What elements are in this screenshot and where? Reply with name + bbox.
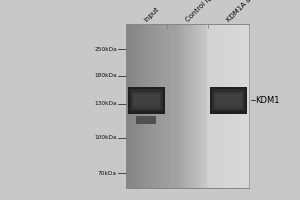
Bar	[134, 94, 160, 106]
Bar	[157, 24, 159, 188]
Bar	[136, 116, 156, 124]
Bar	[132, 92, 161, 109]
Text: KDM1A antibody: KDM1A antibody	[226, 0, 271, 23]
Bar	[155, 24, 157, 188]
Bar	[180, 24, 182, 188]
Bar	[200, 24, 202, 188]
Text: Control IgG: Control IgG	[184, 0, 217, 23]
Bar	[198, 24, 200, 188]
Bar	[158, 24, 160, 188]
Bar	[214, 24, 216, 188]
Bar	[184, 24, 187, 188]
Bar	[130, 24, 133, 188]
Bar	[234, 24, 236, 188]
Bar	[237, 24, 239, 188]
Bar	[227, 24, 230, 188]
Bar	[189, 24, 191, 188]
Bar	[146, 24, 148, 188]
Bar	[161, 24, 164, 188]
Bar	[195, 24, 197, 188]
Bar	[204, 24, 207, 188]
Bar	[211, 24, 213, 188]
Bar	[152, 24, 154, 188]
Bar	[212, 89, 245, 111]
Bar	[182, 24, 184, 188]
Bar	[208, 24, 210, 188]
Bar	[130, 89, 163, 111]
Bar	[175, 24, 177, 188]
Bar	[132, 24, 134, 188]
Bar	[160, 24, 162, 188]
Text: 250kDa: 250kDa	[94, 47, 117, 52]
Bar	[240, 24, 242, 188]
Bar	[149, 24, 151, 188]
Bar	[177, 24, 179, 188]
Bar	[140, 24, 142, 188]
Bar	[151, 24, 153, 188]
Bar	[183, 24, 185, 188]
Bar	[137, 24, 139, 188]
Bar	[143, 24, 145, 188]
Bar	[224, 24, 226, 188]
Bar	[163, 24, 165, 188]
Bar	[238, 24, 240, 188]
Bar	[188, 24, 190, 188]
Bar	[129, 24, 131, 188]
Text: 100kDa: 100kDa	[94, 135, 117, 140]
Bar	[145, 24, 147, 188]
Bar	[215, 24, 217, 188]
Bar	[174, 24, 176, 188]
Bar	[126, 24, 249, 188]
Bar	[244, 24, 247, 188]
Bar	[169, 24, 171, 188]
Bar	[209, 24, 211, 188]
Text: 130kDa: 130kDa	[94, 101, 117, 106]
Bar	[167, 24, 170, 188]
Bar	[214, 92, 243, 109]
Text: 180kDa: 180kDa	[94, 73, 117, 78]
Bar	[128, 87, 165, 114]
Bar	[135, 24, 137, 188]
Bar	[220, 24, 222, 188]
Bar	[166, 24, 168, 188]
Bar	[203, 24, 205, 188]
Bar	[215, 94, 242, 106]
Text: Input: Input	[143, 6, 161, 23]
Bar	[248, 24, 250, 188]
Bar	[190, 24, 193, 188]
Bar	[221, 24, 224, 188]
Bar	[171, 24, 173, 188]
Text: KDM1: KDM1	[256, 96, 280, 105]
Bar	[141, 24, 143, 188]
Bar	[218, 24, 220, 188]
Bar	[217, 24, 219, 188]
Bar	[197, 24, 199, 188]
Bar	[235, 24, 237, 188]
Text: 70kDa: 70kDa	[98, 171, 117, 176]
Bar	[186, 24, 188, 188]
Bar	[154, 24, 156, 188]
Bar	[148, 24, 150, 188]
Bar	[206, 24, 208, 188]
Bar	[126, 24, 128, 188]
Bar	[194, 24, 196, 188]
Bar	[229, 24, 231, 188]
Bar	[134, 24, 136, 188]
Bar	[246, 24, 248, 188]
Bar	[201, 24, 203, 188]
Bar	[172, 24, 174, 188]
Bar	[210, 87, 247, 114]
Bar	[178, 24, 180, 188]
Bar	[232, 24, 234, 188]
Bar	[230, 24, 233, 188]
Bar	[192, 24, 194, 188]
Bar	[164, 24, 166, 188]
Bar	[138, 24, 140, 188]
Bar	[223, 24, 225, 188]
Bar	[128, 24, 130, 188]
Bar	[226, 24, 228, 188]
Bar	[241, 24, 244, 188]
Bar	[212, 24, 214, 188]
Bar	[243, 24, 245, 188]
